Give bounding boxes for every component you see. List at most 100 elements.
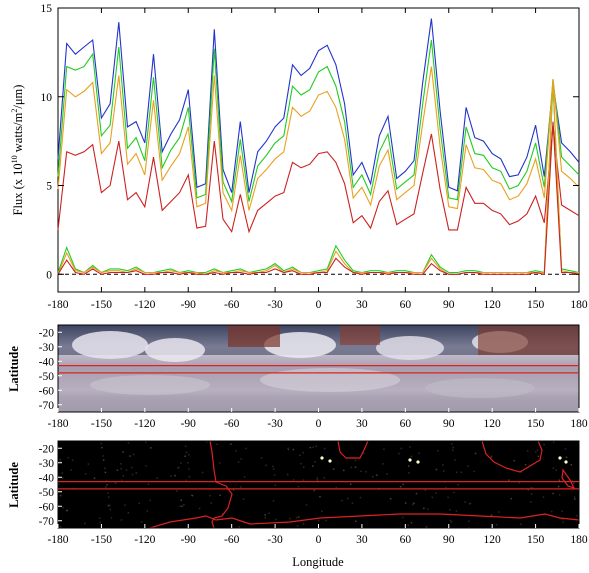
image-xtick-label: -60 [224, 418, 240, 430]
thermal-speck [376, 474, 378, 476]
image-ylabel: Latitude [7, 346, 21, 392]
thermal-speck [405, 502, 407, 504]
thermal-speck [426, 526, 428, 528]
thermal-speck [387, 473, 389, 475]
thermal-speck [123, 475, 125, 477]
thermal-speck [312, 447, 314, 449]
thermal-speck [303, 466, 305, 468]
thermal-speck [104, 468, 106, 470]
thermal-speck [413, 503, 415, 505]
flux-xtick-label: 60 [400, 299, 412, 311]
thermal-speck [574, 498, 576, 500]
flux-axis-ticks: -180 -150 -120 -90 -60 -30 0 30 60 90 120 150 180051… [41, 3, 588, 311]
thermal-speck [326, 520, 328, 522]
thermal-speck [273, 468, 275, 470]
image-xtick-label: 90 [443, 418, 455, 430]
thermal-hotspot [558, 456, 561, 459]
thermal-speck [108, 496, 110, 498]
thermal-speck [416, 493, 418, 495]
thermal-speck [132, 474, 134, 476]
thermal-speck [450, 520, 452, 522]
thermal-speck [170, 475, 172, 477]
thermal-speck [436, 469, 438, 471]
thermal-speck [71, 469, 73, 471]
cloud-image [58, 325, 579, 412]
thermal-speck [177, 467, 179, 469]
thermal-speck [105, 472, 107, 474]
thermal-speck [187, 462, 189, 464]
thermal-hotspot [408, 458, 411, 461]
thermal-speck [390, 498, 392, 500]
thermal-speck [402, 484, 404, 486]
flux-series-line-6 [58, 122, 579, 275]
thermal-speck [355, 466, 357, 468]
thermal-speck [85, 473, 87, 475]
thermal-speck [274, 474, 276, 476]
thermal-speck [115, 483, 117, 485]
thermal-xtick-label: -60 [224, 534, 240, 546]
thermal-speck [538, 456, 540, 458]
thermal-speck [145, 441, 147, 443]
thermal-speck [265, 514, 267, 516]
thermal-speck [552, 493, 554, 495]
visible-image-panel: -180 -150 -120 -90 -60 -30 0 30 60 90 120 150 180 -20… [7, 325, 588, 430]
image-xtick-label: 150 [527, 418, 545, 430]
thermal-speck [62, 507, 64, 509]
thermal-speck [183, 504, 185, 506]
flux-xtick-label: 150 [527, 299, 545, 311]
flux-ytick-label: 0 [46, 269, 52, 281]
thermal-speck [556, 469, 558, 471]
thermal-speck [324, 448, 326, 450]
thermal-speck [425, 490, 427, 492]
flux-xtick-label: -60 [224, 299, 240, 311]
thermal-speck [408, 472, 410, 474]
flux-ytick-label: 15 [41, 3, 53, 15]
thermal-speck [244, 476, 246, 478]
thermal-speck [561, 511, 563, 513]
thermal-speck [411, 522, 413, 524]
thermal-speck [454, 459, 456, 461]
thermal-speck [408, 465, 410, 467]
image-xtick-label: -30 [267, 418, 283, 430]
image-ytick-label: -50 [39, 371, 55, 383]
thermal-speck [124, 504, 126, 506]
thermal-speck [117, 470, 119, 472]
thermal-xtick-label: -30 [267, 534, 283, 546]
thermal-speck [442, 464, 444, 466]
flux-ytick-label: 5 [46, 181, 52, 193]
thermal-speck [60, 526, 62, 528]
thermal-speck [62, 472, 64, 474]
thermal-speck [296, 517, 298, 519]
thermal-speck [128, 442, 130, 444]
thermal-speck [110, 509, 112, 511]
thermal-speck [199, 508, 201, 510]
thermal-speck [275, 519, 277, 521]
thermal-speck [456, 510, 458, 512]
thermal-speck [447, 497, 449, 499]
thermal-speck [293, 479, 295, 481]
thermal-speck [240, 486, 242, 488]
thermal-speck [458, 484, 460, 486]
thermal-speck [60, 495, 62, 497]
thermal-speck [111, 517, 113, 519]
thermal-xtick-label: -180 [47, 534, 68, 546]
thermal-speck [219, 462, 221, 464]
thermal-speck [148, 484, 150, 486]
thermal-speck [265, 465, 267, 467]
thermal-speck [537, 449, 539, 451]
thermal-speck [398, 453, 400, 455]
image-xtick-label: 30 [356, 418, 368, 430]
thermal-speck [219, 495, 221, 497]
flux-series-line-3 [58, 125, 579, 232]
thermal-speck [147, 510, 149, 512]
thermal-speck [122, 451, 124, 453]
thermal-speck [525, 464, 527, 466]
image-xtick-label: 120 [484, 418, 502, 430]
thermal-speck [453, 447, 455, 449]
thermal-speck [150, 447, 152, 449]
flux-xtick-label: -150 [91, 299, 112, 311]
thermal-speck [149, 500, 151, 502]
thermal-speck [491, 457, 493, 459]
